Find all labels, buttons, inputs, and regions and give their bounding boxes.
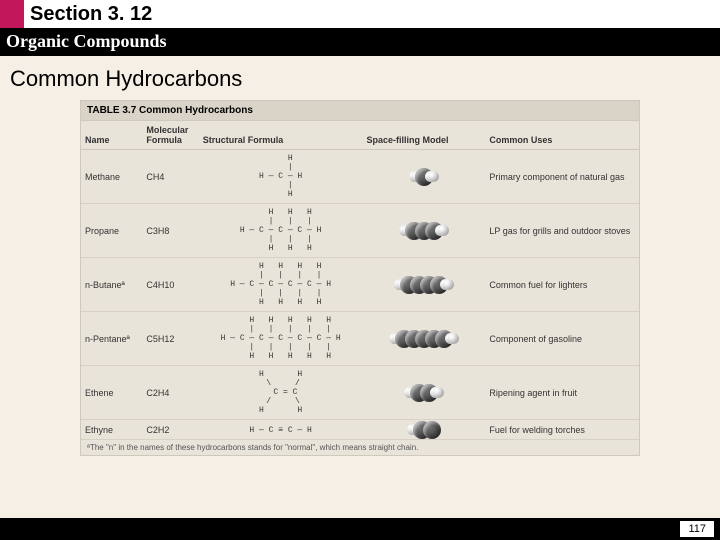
cell-formula: CH4 xyxy=(142,150,198,204)
hydrogen-atom xyxy=(448,333,459,344)
space-filling-model xyxy=(398,279,450,290)
cell-name: Methane xyxy=(81,150,142,204)
cell-model xyxy=(363,150,486,204)
cell-name: n-Butaneª xyxy=(81,258,142,312)
cell-model xyxy=(363,204,486,258)
footer-bar: 117 xyxy=(0,518,720,540)
cell-formula: C5H12 xyxy=(142,312,198,366)
cell-model xyxy=(363,312,486,366)
space-filling-model xyxy=(403,225,445,236)
space-filling-model xyxy=(411,424,437,435)
cell-model xyxy=(363,420,486,440)
table-row: EtheneC2H4 H H \ / C = C / \ H H Ripening … xyxy=(81,366,639,420)
table-caption: TABLE 3.7 Common Hydrocarbons xyxy=(81,101,639,121)
cell-name: Propane xyxy=(81,204,142,258)
cell-struct: H H H H | | | | H — C — C — C — C — H | … xyxy=(199,258,363,312)
cell-uses: Fuel for welding torches xyxy=(485,420,639,440)
cell-struct: H — C ≡ C — H xyxy=(199,420,363,440)
cell-struct: H H H | | | H — C — C — C — H | | | H H … xyxy=(199,204,363,258)
col-formula: Molecular Formula xyxy=(142,121,198,150)
cell-name: Ethene xyxy=(81,366,142,420)
carbon-atom xyxy=(423,421,441,439)
table-row: n-PentaneªC5H12 H H H H H | | | | | H — … xyxy=(81,312,639,366)
hydrocarbon-data-table: Name Molecular Formula Structural Formul… xyxy=(81,121,639,440)
col-model: Space-filling Model xyxy=(363,121,486,150)
cell-struct: H H H H H | | | | | H — C — C — C — C — … xyxy=(199,312,363,366)
space-filling-model xyxy=(413,171,435,182)
col-struct: Structural Formula xyxy=(199,121,363,150)
structural-formula: H H H | | | H — C — C — C — H | | | H H … xyxy=(240,208,322,253)
col-uses: Common Uses xyxy=(485,121,639,150)
cell-formula: C3H8 xyxy=(142,204,198,258)
accent-block xyxy=(0,0,24,28)
cell-uses: Ripening agent in fruit xyxy=(485,366,639,420)
cell-formula: C4H10 xyxy=(142,258,198,312)
structural-formula: H H \ / C = C / \ H H xyxy=(259,370,302,415)
cell-uses: Primary component of natural gas xyxy=(485,150,639,204)
space-filling-model xyxy=(408,387,440,398)
cell-uses: LP gas for grills and outdoor stoves xyxy=(485,204,639,258)
cell-formula: C2H2 xyxy=(142,420,198,440)
table-row: EthyneC2H2 H — C ≡ C — H Fuel for welding … xyxy=(81,420,639,440)
structural-formula: H | H — C — H | H xyxy=(259,154,302,199)
structural-formula: H H H H H | | | | | H — C — C — C — C — … xyxy=(221,316,341,361)
header-strip: Section 3. 12 xyxy=(0,0,720,28)
table-footnote: ªThe "n" in the names of these hydrocarb… xyxy=(81,440,639,455)
section-label: Section 3. 12 xyxy=(24,0,720,28)
cell-uses: Common fuel for lighters xyxy=(485,258,639,312)
table-row: n-ButaneªC4H10 H H H H | | | | H — C — C… xyxy=(81,258,639,312)
cell-uses: Component of gasoline xyxy=(485,312,639,366)
hydrogen-atom xyxy=(433,387,444,398)
space-filling-model xyxy=(393,333,455,344)
hydrogen-atom xyxy=(438,225,449,236)
hydrocarbon-table: TABLE 3.7 Common Hydrocarbons Name Molec… xyxy=(80,100,640,456)
cell-formula: C2H4 xyxy=(142,366,198,420)
table-header-row: Name Molecular Formula Structural Formul… xyxy=(81,121,639,150)
cell-model xyxy=(363,366,486,420)
page-number: 117 xyxy=(680,521,714,537)
hydrogen-atom xyxy=(428,171,439,182)
page-title: Common Hydrocarbons xyxy=(0,56,720,100)
col-name: Name xyxy=(81,121,142,150)
table-row: MethaneCH4 H | H — C — H | H Primary comp… xyxy=(81,150,639,204)
structural-formula: H — C ≡ C — H xyxy=(249,426,311,435)
hydrogen-atom xyxy=(443,279,454,290)
table-row: PropaneC3H8 H H H | | | H — C — C — C — … xyxy=(81,204,639,258)
cell-model xyxy=(363,258,486,312)
cell-name: Ethyne xyxy=(81,420,142,440)
section-subtitle: Organic Compounds xyxy=(0,28,720,56)
structural-formula: H H H H | | | | H — C — C — C — C — H | … xyxy=(230,262,331,307)
cell-struct: H H \ / C = C / \ H H xyxy=(199,366,363,420)
cell-name: n-Pentaneª xyxy=(81,312,142,366)
cell-struct: H | H — C — H | H xyxy=(199,150,363,204)
